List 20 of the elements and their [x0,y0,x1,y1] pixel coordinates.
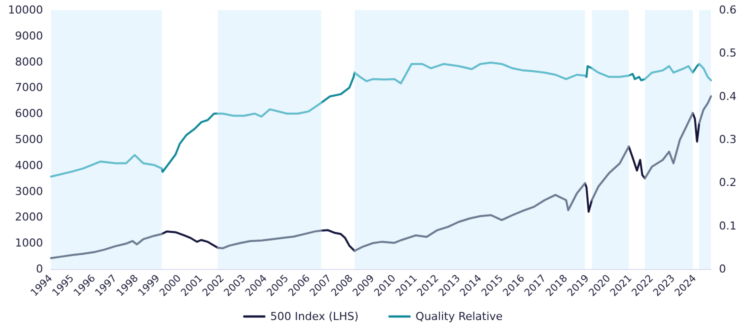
y-tick-label: 4000 [15,158,43,172]
y-tick-label: 3000 [15,184,43,198]
legend-label: Quality Relative [416,310,503,323]
y-tick-label: 9000 [15,29,43,42]
y2-tick-label: 0.1 [719,219,736,232]
y-tick-label: 5000 [15,133,43,146]
y-tick-label: 10000 [8,4,43,16]
y-tick-label: 6000 [15,107,43,120]
y2-tick-label: 0 [719,262,726,276]
y2-tick-label: 0.4 [719,90,736,103]
legend-label: 500 Index (LHS) [270,310,359,323]
y-tick-label: 0 [36,262,43,276]
y2-tick-label: 0.3 [719,133,736,146]
y-tick-label: 7000 [15,81,43,94]
y-tick-label: 1000 [15,236,43,250]
y-tick-label: 8000 [15,55,43,68]
y2-tick-label: 0.5 [719,46,736,60]
y2-tick-label: 0.2 [719,176,736,190]
y-tick-label: 2000 [15,210,43,224]
y2-tick-label: 0.6 [719,4,736,16]
